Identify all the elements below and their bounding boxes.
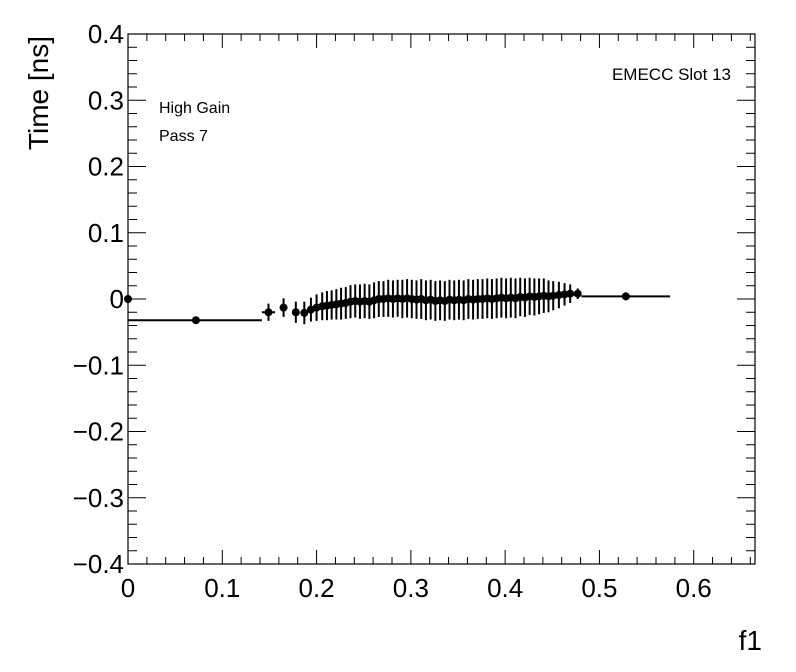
x-tick-label: 0.3 <box>393 573 429 603</box>
data-marker <box>621 292 630 301</box>
x-tick-label: 0.1 <box>204 573 240 603</box>
data-point <box>291 301 300 323</box>
data-point <box>261 303 276 321</box>
x-tick-label: 0.5 <box>581 573 617 603</box>
x-tick-label: 0.4 <box>487 573 523 603</box>
data-marker <box>279 303 288 312</box>
annotation-pass: Pass 7 <box>159 128 208 145</box>
y-tick-label: 0.2 <box>88 152 124 182</box>
x-tick-label: 0.6 <box>676 573 712 603</box>
data-point <box>279 298 288 317</box>
data-layer <box>124 277 671 325</box>
data-marker <box>264 308 273 317</box>
x-axis-title: f1 <box>739 625 762 656</box>
y-tick-label: 0.4 <box>88 19 124 49</box>
y-tick-label: −0.4 <box>73 549 124 579</box>
y-tick-label: −0.2 <box>73 417 124 447</box>
annotation-slot: EMECC Slot 13 <box>612 65 731 84</box>
data-marker <box>300 308 309 317</box>
y-axis-title: Time [ns] <box>23 36 54 150</box>
y-tick-label: −0.3 <box>73 483 124 513</box>
data-marker <box>291 308 300 317</box>
y-tick-label: 0.1 <box>88 218 124 248</box>
x-tick-label: 0.2 <box>298 573 334 603</box>
data-point <box>566 284 575 303</box>
data-point <box>128 316 262 325</box>
data-point <box>300 301 309 325</box>
data-marker <box>573 289 582 298</box>
y-tick-label: 0.3 <box>88 85 124 115</box>
data-marker <box>191 316 200 325</box>
y-tick-label: 0 <box>110 284 124 314</box>
y-tick-label: −0.1 <box>73 350 124 380</box>
x-tick-label: 0 <box>121 573 135 603</box>
data-marker <box>566 289 575 298</box>
data-point <box>573 288 582 299</box>
annotation-gain: High Gain <box>159 100 230 117</box>
ticks-layer <box>127 33 755 565</box>
labels-layer: 0 0.1 0.2 0.3 0.4 0.5 0.6 −0.4 −0.3 −0.2 −0.1 0 0.1 0… <box>73 19 712 603</box>
data-point <box>581 292 671 301</box>
